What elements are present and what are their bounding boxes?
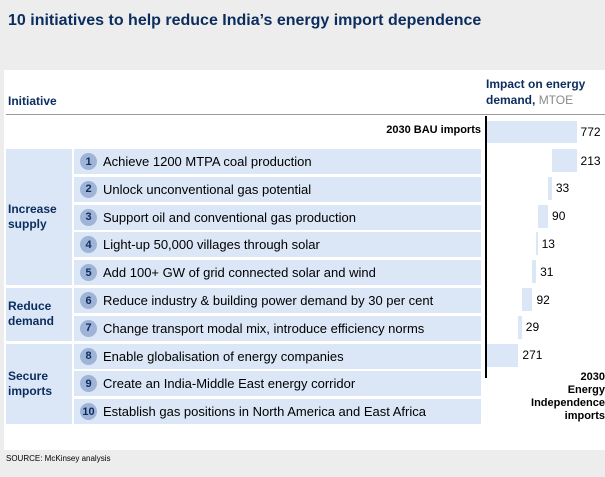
- initiative-number-badge: 4: [80, 236, 97, 254]
- impact-header: Impact on energy demand, MTOE: [486, 76, 605, 108]
- group-label: Reduce demand: [8, 299, 55, 329]
- initiative-row: 3 Support oil and conventional gas produc…: [74, 204, 481, 230]
- initiative-header: Initiative: [8, 94, 57, 108]
- initiative-number-badge: 2: [80, 180, 97, 198]
- initiative-label: Change transport modal mix, introduce ef…: [103, 320, 425, 336]
- bar-value-label: 33: [555, 181, 570, 196]
- end-label-line: 2030: [580, 371, 605, 383]
- bar-value-label: 31: [540, 264, 554, 279]
- group-box: [6, 343, 72, 425]
- source-note: SOURCE: McKinsey analysis: [6, 454, 111, 463]
- bau-label: 2030 BAU imports: [386, 124, 481, 136]
- bar-value-label: 213: [580, 153, 601, 168]
- end-label-line: Independence: [531, 397, 605, 409]
- baseline-axis: [485, 116, 487, 378]
- group-box: [6, 288, 72, 341]
- impact-header-line1: Impact on energy: [486, 77, 586, 91]
- chart-title: 10 initiatives to help reduce India’s en…: [8, 12, 482, 29]
- waterfall-bar: [551, 149, 577, 172]
- initiative-row: 7 Change transport modal mix, introduce e…: [74, 315, 481, 341]
- waterfall-bar: [548, 176, 552, 200]
- group-label: Secure imports: [8, 368, 53, 398]
- initiative-label: Reduce industry & building power demand …: [103, 293, 434, 308]
- waterfall-bar: [537, 204, 548, 228]
- impact-header-line2: demand,: [486, 93, 536, 107]
- initiative-label: Achieve 1200 MTPA coal production: [103, 154, 312, 169]
- initiative-label: Light-up 50,000 villages through solar: [103, 237, 320, 253]
- initiative-number-badge: 1: [80, 153, 97, 170]
- initiative-label: Establish gas positions in North America…: [103, 404, 426, 420]
- bar-value-label: 772: [580, 125, 601, 139]
- initiative-number-badge: 5: [80, 264, 97, 282]
- waterfall-bar: [532, 260, 537, 284]
- initiative-label: Create an India-Middle East energy corri…: [103, 376, 356, 392]
- impact-unit: MTOE: [538, 93, 574, 107]
- bar-value-label: 29: [525, 320, 540, 335]
- initiative-row: 6 Reduce industry & building power demand…: [74, 288, 481, 313]
- initiative-number-badge: 3: [80, 208, 97, 226]
- initiative-label: Enable globalisation of energy companies: [103, 348, 344, 364]
- initiative-row: 5 Add 100+ GW of grid connected solar and…: [74, 260, 481, 286]
- bar-value-label: 90: [552, 209, 566, 224]
- group-label: Increase supply: [8, 202, 57, 232]
- initiative-label: Add 100+ GW of grid connected solar and …: [103, 265, 376, 281]
- initiative-number-badge: 10: [80, 403, 97, 421]
- end-label-line: Energy: [567, 384, 605, 396]
- initiative-row: 1 Achieve 1200 MTPA coal production: [74, 149, 481, 174]
- initiative-label: Unlock unconventional gas potential: [103, 181, 312, 197]
- waterfall-bar: [487, 343, 519, 367]
- waterfall-bar: [521, 288, 533, 311]
- initiative-row: 8 Enable globalisation of energy companie…: [74, 343, 481, 369]
- group-box: [6, 149, 72, 286]
- initiative-number-badge: 9: [80, 375, 97, 393]
- initiative-row: 9 Create an India-Middle East energy corr…: [74, 371, 481, 397]
- initiative-label: Support oil and conventional gas product…: [103, 209, 356, 225]
- end-label-line: imports: [564, 410, 605, 422]
- initiative-row: 4 Light-up 50,000 villages through solar: [74, 232, 481, 258]
- waterfall-bar: [518, 315, 522, 339]
- initiative-number-badge: 6: [80, 292, 97, 309]
- initiative-row: 2 Unlock unconventional gas potential: [74, 176, 481, 202]
- initiative-row: 10 Establish gas positions in North Ameri…: [74, 399, 481, 425]
- waterfall-bar: [487, 121, 577, 143]
- bar-value-label: 92: [536, 292, 550, 307]
- bar-value-label: 271: [522, 348, 543, 363]
- initiative-number-badge: 8: [80, 347, 97, 365]
- waterfall-bar: [536, 232, 539, 256]
- end-label: 2030 Energy Independence imports: [512, 371, 605, 423]
- bar-value-label: 13: [541, 236, 555, 251]
- header-rule: [6, 114, 605, 115]
- initiative-number-badge: 7: [80, 319, 97, 337]
